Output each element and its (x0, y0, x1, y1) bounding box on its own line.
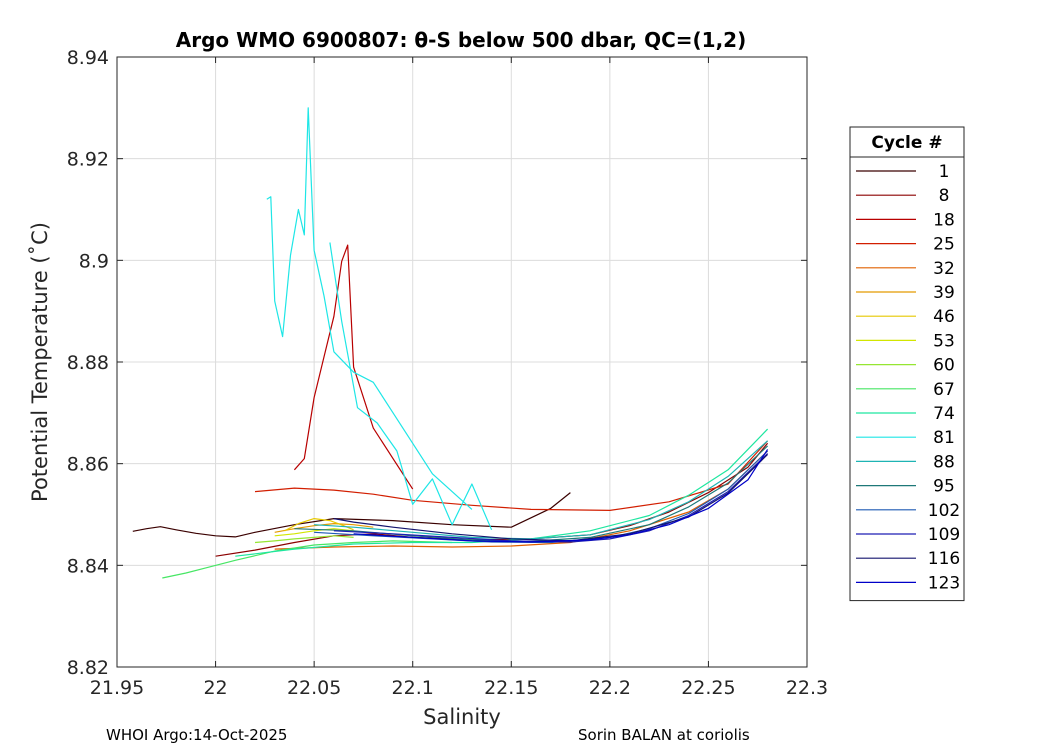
legend-title: Cycle # (871, 133, 942, 153)
legend-label: 32 (933, 259, 955, 279)
y-axis-ticks: 8.82 8.84 8.86 8.88 8.9 8.92 8.94 (67, 47, 807, 679)
legend-label: 102 (928, 501, 960, 521)
x-tick-label: 22.05 (287, 677, 341, 699)
legend-box (849, 126, 965, 602)
legend-label: 18 (933, 210, 955, 230)
legend-label: 116 (928, 549, 960, 569)
series-line-13 (314, 440, 769, 540)
y-tick-label: 8.82 (67, 657, 109, 679)
series-line-18 (353, 449, 769, 543)
series-line-2 (293, 244, 414, 490)
series-line-5 (274, 522, 374, 533)
footer-left: WHOI Argo:14-Oct-2025 (106, 726, 287, 744)
legend-label: 81 (933, 428, 955, 448)
legend-label: 60 (933, 356, 955, 376)
plot-area: 21.95 22 22.05 22.1 22.15 22.2 22.25 22.3 8.828… (67, 47, 828, 699)
y-tick-label: 8.86 (67, 454, 109, 476)
legend-label: 8 (939, 186, 950, 206)
x-tick-label: 22.25 (681, 677, 735, 699)
series-line-1 (215, 442, 769, 557)
series-line-17 (333, 454, 769, 542)
legend-label: 67 (933, 380, 955, 400)
series-line-8 (254, 535, 354, 544)
series-line-11 (266, 107, 473, 510)
x-tick-label: 22.3 (786, 677, 828, 699)
y-tick-label: 8.94 (67, 47, 109, 69)
legend-label: 46 (933, 307, 955, 327)
legend-label: 53 (933, 331, 955, 351)
x-tick-label: 22 (203, 677, 227, 699)
y-tick-label: 8.88 (67, 352, 109, 374)
x-tick-label: 22.1 (392, 677, 434, 699)
series-line-0 (132, 492, 571, 538)
x-axis-ticks: 21.95 22 22.05 22.1 22.15 22.2 22.25 22.3 (90, 57, 828, 699)
legend-label: 95 (933, 477, 955, 497)
x-tick-label: 22.15 (484, 677, 538, 699)
series-line-4 (274, 450, 769, 550)
series-layer (132, 107, 769, 579)
legend-label: 74 (933, 404, 955, 424)
legend-label: 123 (928, 573, 960, 593)
x-tick-label: 22.2 (589, 677, 631, 699)
legend: Cycle # 18182532394653606774818895102109… (849, 126, 965, 602)
legend-label: 88 (933, 452, 955, 472)
y-tick-label: 8.9 (79, 250, 109, 272)
legend-label: 25 (933, 235, 955, 255)
x-axis-label: Salinity (423, 705, 501, 729)
legend-label: 1 (939, 162, 950, 182)
legend-label: 39 (933, 283, 955, 303)
y-tick-label: 8.84 (67, 555, 109, 577)
footer-right: Sorin BALAN at coriolis (578, 726, 750, 744)
legend-label: 109 (928, 525, 960, 545)
series-line-7 (274, 528, 354, 537)
x-tick-label: 21.95 (90, 677, 144, 699)
series-line-12 (329, 242, 493, 531)
y-tick-label: 8.92 (67, 149, 109, 171)
y-axis-label: Potential Temperature (˚C) (28, 222, 52, 502)
chart-title: Argo WMO 6900807: θ-S below 500 dbar, QC… (176, 28, 746, 52)
